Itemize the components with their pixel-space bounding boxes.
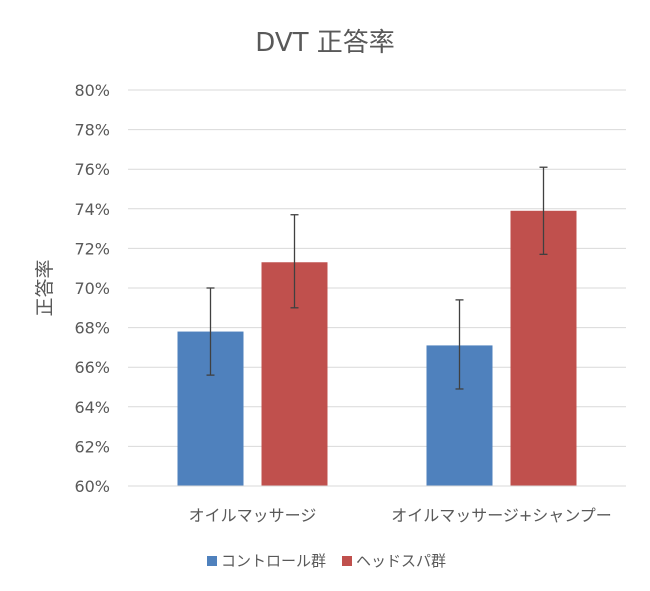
legend: コントロール群 ヘッドスパ群 bbox=[207, 552, 446, 570]
y-tick-label: 72% bbox=[74, 239, 110, 258]
y-tick-label: 60% bbox=[74, 477, 110, 496]
y-tick-label: 66% bbox=[74, 358, 110, 377]
y-axis-ticks: 60% 62% 64% 66% 68% 70% 72% 74% 76% 78% 80% bbox=[74, 81, 110, 496]
bar bbox=[510, 210, 577, 486]
y-tick-label: 64% bbox=[74, 398, 110, 417]
error-bars bbox=[206, 166, 548, 390]
y-tick-label: 78% bbox=[74, 121, 110, 140]
y-tick-label: 70% bbox=[74, 279, 110, 298]
y-tick-label: 62% bbox=[74, 437, 110, 456]
x-axis-categories: オイルマッサージ オイルマッサージ+シャンプー bbox=[189, 506, 612, 525]
y-tick-label: 76% bbox=[74, 160, 110, 179]
x-category-label: オイルマッサージ bbox=[189, 506, 317, 525]
legend-swatch bbox=[342, 556, 352, 566]
y-tick-label: 74% bbox=[74, 200, 110, 219]
y-tick-label: 80% bbox=[74, 81, 110, 100]
chart-title: DVT 正答率 bbox=[255, 28, 395, 58]
legend-label: コントロール群 bbox=[221, 552, 326, 570]
y-tick-label: 68% bbox=[74, 319, 110, 338]
y-axis-label: 正答率 bbox=[34, 259, 56, 316]
legend-swatch bbox=[207, 556, 217, 566]
legend-label: ヘッドスパ群 bbox=[356, 552, 446, 570]
x-category-label: オイルマッサージ+シャンプー bbox=[391, 506, 612, 525]
bar-group bbox=[177, 210, 577, 486]
